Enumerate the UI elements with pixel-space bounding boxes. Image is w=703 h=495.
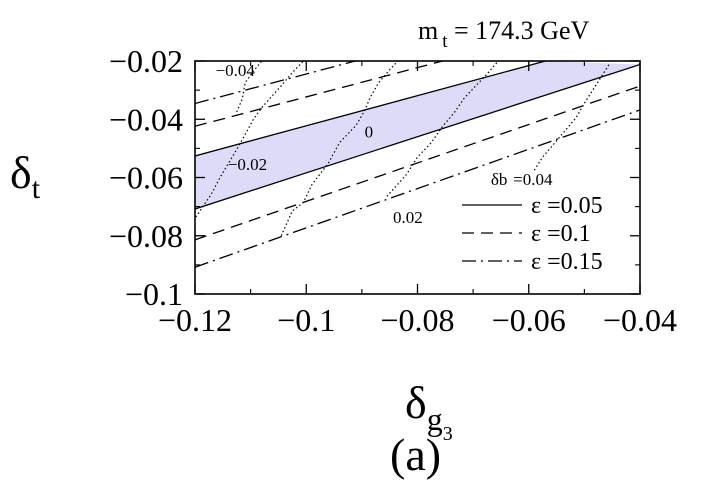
legend-label: ε =0.1 bbox=[531, 221, 591, 247]
series-line-dashdot bbox=[195, 109, 640, 268]
series-line-dashed bbox=[195, 61, 443, 127]
contour-label: −0.02 bbox=[228, 155, 267, 174]
x-axis-label-subsub: 3 bbox=[442, 423, 453, 445]
axis-ticks bbox=[194, 60, 641, 295]
contour-label: =0.04 bbox=[513, 170, 553, 189]
legend: ε =0.05ε =0.1ε =0.15 bbox=[462, 193, 603, 275]
allowed-band bbox=[195, 61, 640, 209]
y-tick-label: −0.06 bbox=[109, 160, 183, 196]
contour-label: δb bbox=[491, 170, 508, 189]
contour-line bbox=[236, 61, 263, 113]
y-tick-label: −0.08 bbox=[109, 218, 183, 254]
y-tick-label: −0.02 bbox=[109, 43, 183, 79]
contour-lines bbox=[195, 61, 610, 237]
series-line-solid bbox=[195, 63, 640, 210]
panel-label: (a) bbox=[390, 429, 442, 480]
allowed-band-fill bbox=[195, 61, 640, 209]
x-tick-label: −0.1 bbox=[277, 302, 335, 338]
y-axis-label-main: δ bbox=[10, 147, 32, 198]
series-lines bbox=[195, 61, 640, 268]
axis-tick-labels: −0.12 −0.1 −0.08 −0.06 −0.04−0.1−0.08−0.06−0… bbox=[109, 43, 677, 338]
series-line-dashdot bbox=[195, 61, 356, 105]
y-axis-label: δt bbox=[10, 150, 40, 204]
x-tick-label: −0.08 bbox=[380, 302, 454, 338]
x-axis-label: δg3 bbox=[405, 377, 453, 445]
contour-line bbox=[533, 63, 610, 171]
x-tick-label: −0.06 bbox=[492, 302, 566, 338]
legend-label: ε =0.05 bbox=[531, 193, 603, 219]
contour-label: 0.02 bbox=[393, 208, 423, 227]
y-tick-label: −0.04 bbox=[109, 101, 183, 137]
x-axis-label-main: δ bbox=[405, 377, 427, 428]
contour-label: 0 bbox=[365, 123, 374, 142]
y-axis-label-sub: t bbox=[31, 172, 41, 205]
series-line-dashed bbox=[195, 85, 640, 241]
contour-label: −0.04 bbox=[216, 61, 256, 80]
legend-label: ε =0.15 bbox=[531, 249, 603, 275]
x-tick-label: −0.04 bbox=[603, 302, 677, 338]
x-axis-label-sub: g bbox=[426, 401, 443, 437]
y-tick-label: −0.1 bbox=[125, 276, 183, 312]
contour-labels: −0.04 −0.02 0 0.02 δb =0.04 bbox=[216, 61, 553, 227]
x-tick-label: −0.12 bbox=[158, 302, 232, 338]
series-line-solid bbox=[195, 61, 546, 157]
